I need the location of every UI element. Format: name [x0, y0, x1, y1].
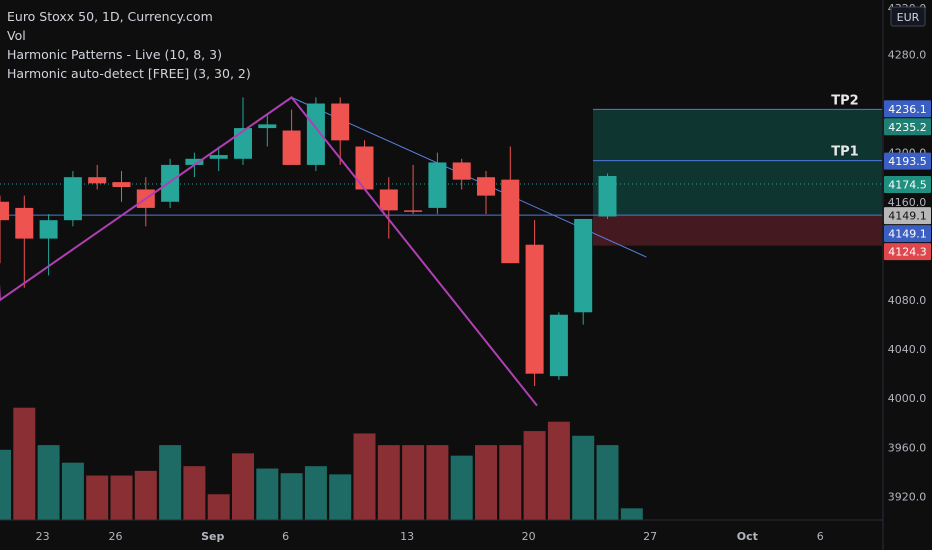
price-tag-label: 4124.3 [888, 246, 927, 259]
candle-body [258, 124, 277, 129]
candle-body [15, 207, 34, 239]
harmonic-live-indicator-label[interactable]: Harmonic Patterns - Live (10, 8, 3) [7, 47, 222, 62]
candle-body [282, 130, 301, 165]
volume-bar [280, 473, 303, 520]
time-tick-label: Oct [737, 530, 758, 543]
price-tag-label: 4149.1 [888, 228, 927, 241]
volume-bar [86, 475, 109, 520]
candle-body [549, 314, 568, 377]
candle-body [209, 155, 228, 159]
currency-label: EUR [897, 11, 920, 24]
harmonic-autodetect-indicator-label[interactable]: Harmonic auto-detect [FREE] (3, 30, 2) [7, 66, 251, 81]
volume-bar [256, 468, 279, 520]
candle-body [501, 179, 520, 264]
volume-bar [547, 421, 570, 520]
volume-bar [61, 462, 84, 520]
candle-body [574, 218, 593, 313]
volume-bar [402, 445, 425, 520]
time-tick-label: 13 [400, 530, 414, 543]
candle-body [161, 164, 180, 202]
time-tick-label: 6 [282, 530, 289, 543]
candle-body [63, 177, 82, 221]
price-tag [884, 152, 931, 170]
price-tick-label: 3960.0 [888, 441, 927, 454]
harmonic-pattern-line [0, 96, 538, 407]
candle-body [404, 210, 423, 212]
candle-body [39, 220, 58, 239]
volume-bar [572, 435, 595, 520]
price-tick-label: 3920.0 [888, 490, 927, 503]
currency-badge[interactable] [890, 6, 926, 27]
time-tick-label: 20 [522, 530, 536, 543]
candle-body [355, 146, 374, 190]
volume-bar [329, 474, 352, 520]
candle-body [331, 103, 350, 141]
volume-bar [523, 431, 546, 520]
time-tick-label: 26 [109, 530, 123, 543]
volume-bar [110, 475, 133, 520]
candle-body [0, 201, 9, 221]
candle-body [306, 103, 325, 165]
volume-bar [37, 445, 60, 520]
price-tag-label: 4236.1 [888, 103, 927, 116]
time-tick-label: 6 [817, 530, 824, 543]
time-tick-label: 27 [643, 530, 657, 543]
candle-body [525, 244, 544, 374]
chart-legend: Euro Stoxx 50, 1D, Currency.com Vol Harm… [7, 7, 251, 83]
volume-bar [353, 433, 376, 520]
volume-bar [159, 445, 182, 520]
target-zone [593, 109, 882, 216]
candle-body [379, 189, 398, 211]
volume-bar [377, 445, 400, 520]
price-tick-label: 4040.0 [888, 343, 927, 356]
volume-bar [596, 445, 619, 520]
volume-bar [620, 508, 643, 520]
volume-bar [450, 455, 473, 520]
volume-bar [207, 494, 230, 520]
candle-body [598, 175, 617, 217]
volume-bar [232, 453, 254, 520]
price-tag [884, 100, 931, 118]
price-tag [884, 207, 931, 225]
time-tick-label: 23 [36, 530, 50, 543]
price-tick-label: 4280.0 [888, 48, 927, 61]
price-tick-label: 4160.0 [888, 196, 927, 209]
tp1-label: TP1 [831, 145, 858, 160]
volume-indicator-label[interactable]: Vol [7, 28, 26, 43]
tp2-label: TP2 [831, 93, 858, 108]
price-tag [884, 225, 931, 243]
price-tag-label: 4193.5 [888, 155, 927, 168]
price-tag [884, 118, 931, 136]
candle-body [477, 177, 495, 196]
price-tag-label: 4235.2 [888, 121, 927, 134]
price-tag-label: 4174.5 [888, 178, 927, 191]
candle-body [112, 182, 131, 188]
price-tick-label: 4000.0 [888, 392, 927, 405]
time-tick-label: Sep [201, 530, 224, 543]
candle-body [452, 162, 471, 180]
candle-body [428, 162, 447, 208]
price-tag-label: 4149.1 [888, 210, 927, 223]
candle-body [234, 128, 252, 159]
symbol-title[interactable]: Euro Stoxx 50, 1D, Currency.com [7, 9, 213, 24]
price-tick-label: 4080.0 [888, 294, 927, 307]
volume-bar [304, 466, 327, 520]
volume-bar [426, 445, 449, 520]
candle-body [88, 177, 107, 184]
volume-bar [499, 445, 522, 520]
volume-bar [13, 407, 36, 520]
price-tag [884, 243, 931, 261]
stop-zone [593, 215, 882, 246]
volume-bar [0, 449, 11, 520]
volume-bar [134, 470, 157, 520]
volume-bar [183, 466, 206, 520]
price-axis[interactable] [883, 0, 932, 550]
volume-bar [475, 445, 497, 520]
price-tag [884, 175, 931, 193]
candle-body [185, 158, 204, 165]
